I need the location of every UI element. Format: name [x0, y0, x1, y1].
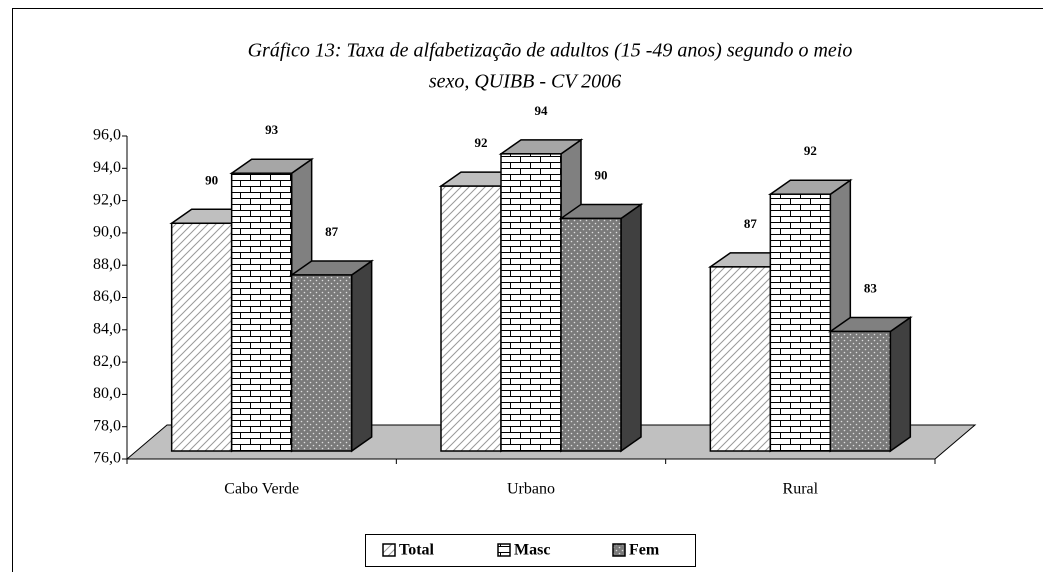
y-tick-label: 82,0: [93, 353, 121, 370]
value-label: 92: [804, 143, 817, 158]
y-tick-label: 80,0: [93, 385, 121, 402]
chart-title: Gráfico 13: Taxa de alfabetização de adu…: [248, 40, 853, 62]
legend: [365, 534, 696, 567]
legend-label: Total: [399, 542, 435, 559]
legend-label: Fem: [629, 542, 660, 559]
bar-front: [500, 153, 562, 452]
y-tick-label: 84,0: [93, 320, 121, 337]
value-label: 87: [325, 224, 339, 239]
legend-swatch: [382, 543, 396, 557]
x-tick-label: Cabo Verde: [224, 481, 299, 498]
y-tick-label: 96,0: [93, 127, 121, 144]
bar-front: [829, 330, 892, 452]
bar: [289, 259, 375, 453]
bar-front: [230, 172, 293, 452]
x-tick-label: Rural: [783, 481, 819, 498]
bar-front: [290, 274, 353, 452]
bar: [229, 157, 315, 453]
value-label: 90: [595, 167, 608, 182]
chart-subtitle: sexo, QUIBB - CV 2006: [429, 71, 621, 93]
bar: [827, 316, 913, 453]
bar-side: [350, 259, 373, 453]
bar: [767, 178, 853, 453]
legend-label: Masc: [514, 542, 550, 559]
bar-front: [170, 222, 233, 452]
value-label: 92: [475, 135, 488, 150]
value-label: 83: [864, 280, 878, 295]
y-tick-label: 90,0: [93, 224, 121, 241]
value-label: 94: [535, 103, 549, 118]
value-label: 87: [744, 216, 758, 231]
value-label: 90: [205, 172, 218, 187]
bar-front: [769, 193, 832, 452]
bar-front: [709, 266, 772, 452]
x-tick-label: Urbano: [507, 481, 555, 498]
y-tick-label: 78,0: [93, 417, 121, 434]
y-tick-label: 94,0: [93, 159, 121, 176]
frame: [12, 8, 1043, 572]
value-label: 93: [265, 122, 279, 137]
bar-side: [889, 316, 912, 453]
bar-front: [440, 185, 502, 452]
legend-swatch: [612, 543, 626, 557]
y-tick-label: 88,0: [93, 256, 121, 273]
legend-swatch: [497, 543, 511, 557]
bar: [558, 202, 644, 453]
y-tick-label: 76,0: [93, 450, 121, 467]
bar-side: [620, 202, 642, 453]
y-tick-label: 92,0: [93, 191, 121, 208]
bar-front: [560, 217, 622, 452]
y-tick-label: 86,0: [93, 288, 121, 305]
